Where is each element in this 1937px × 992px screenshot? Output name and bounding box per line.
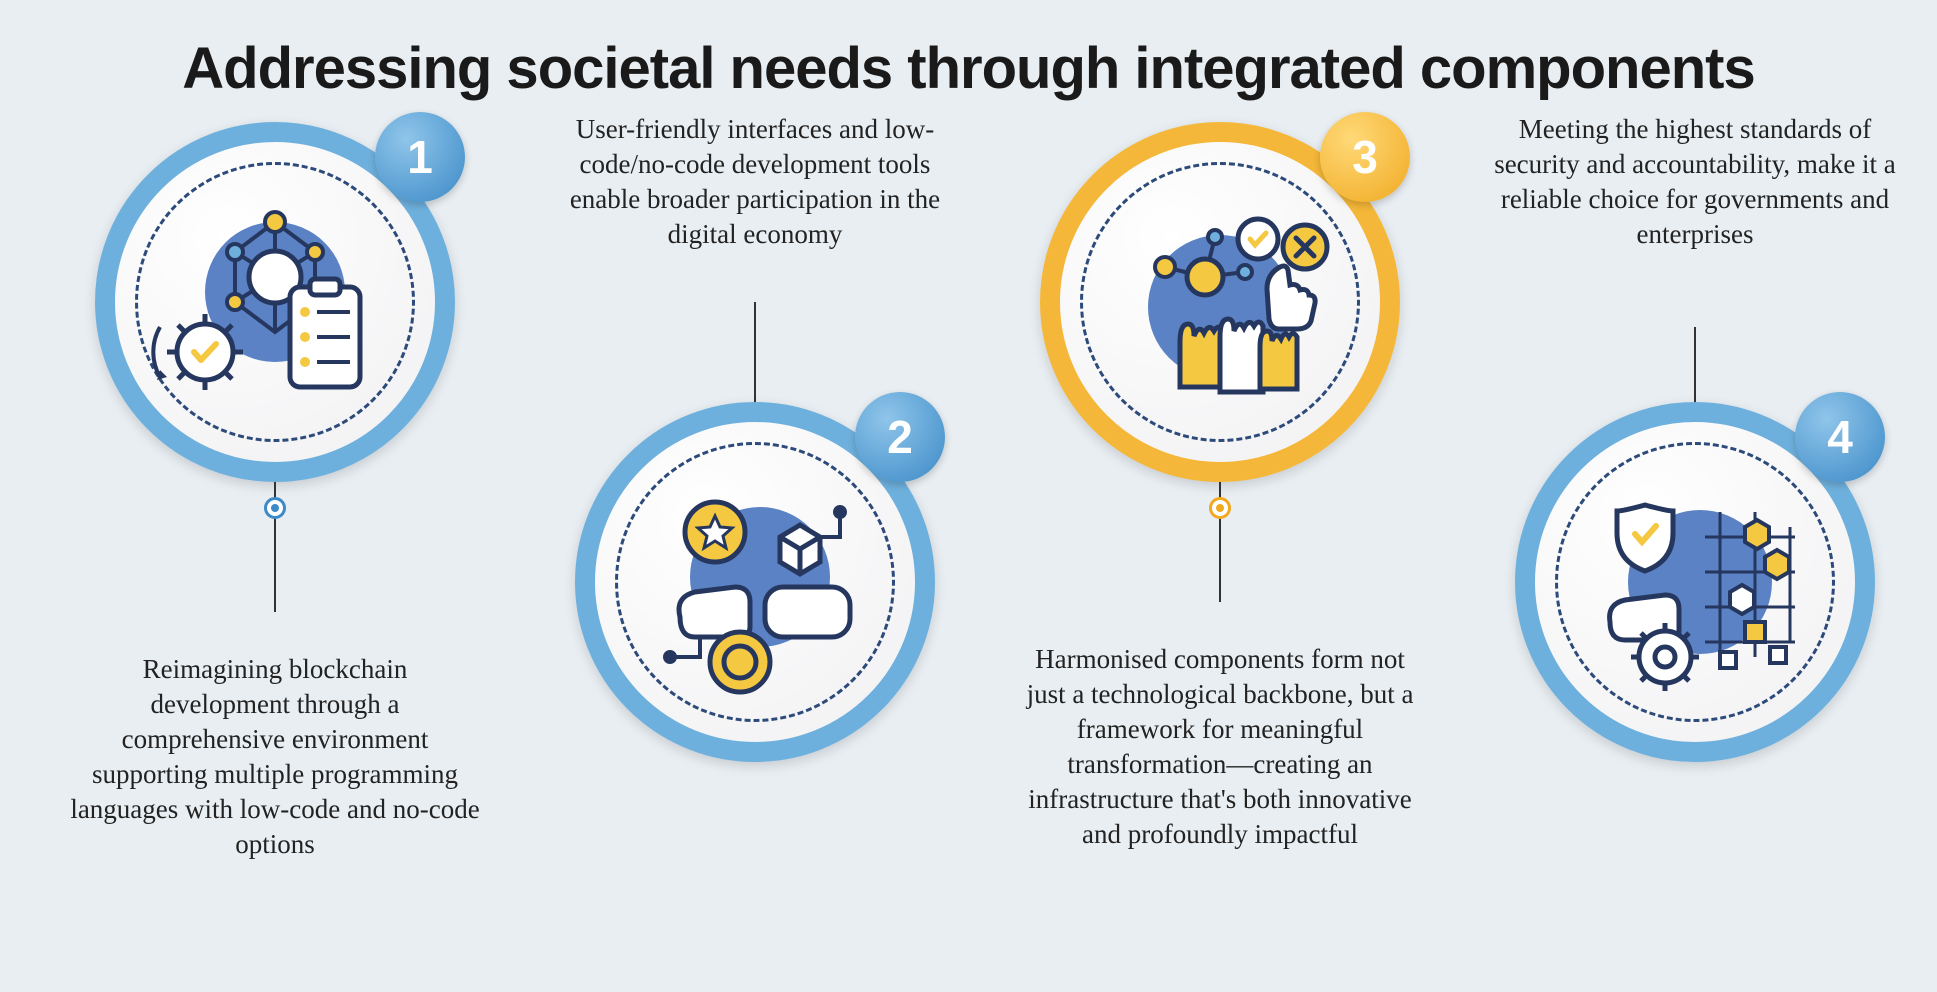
medallion-3: 3 — [1040, 122, 1400, 482]
page-title: Addressing societal needs through integr… — [0, 0, 1937, 102]
item-2: User-friendly interfaces and low-code/no… — [540, 102, 970, 762]
item-4: Meeting the highest standards of securit… — [1480, 102, 1910, 762]
hand-star-cube-lowcode-icon — [630, 457, 880, 707]
blockchain-network-gear-checklist-icon — [150, 177, 400, 427]
number-badge: 4 — [1795, 392, 1885, 482]
connector-line — [754, 302, 756, 412]
item-description: Meeting the highest standards of securit… — [1480, 112, 1910, 252]
infographic-row: 1 Reimagining blockchain development thr… — [0, 102, 1937, 952]
item-3: 3 Harmonised components form not just a … — [1005, 102, 1435, 853]
item-description: Harmonised components form not just a te… — [1005, 642, 1435, 853]
number-badge: 2 — [855, 392, 945, 482]
shield-hand-gear-blocks-icon — [1570, 457, 1820, 707]
medallion-4: 4 — [1515, 402, 1875, 762]
item-1: 1 Reimagining blockchain development thr… — [60, 102, 490, 863]
medallion-1: 1 — [95, 122, 455, 482]
connector-dot — [264, 497, 286, 519]
number-badge: 3 — [1320, 112, 1410, 202]
item-description: User-friendly interfaces and low-code/no… — [540, 112, 970, 252]
item-description: Reimagining blockchain development throu… — [60, 652, 490, 863]
medallion-2: 2 — [575, 402, 935, 762]
number-badge: 1 — [375, 112, 465, 202]
connector-dot — [1209, 497, 1231, 519]
hands-network-check-cross-icon — [1095, 177, 1345, 427]
